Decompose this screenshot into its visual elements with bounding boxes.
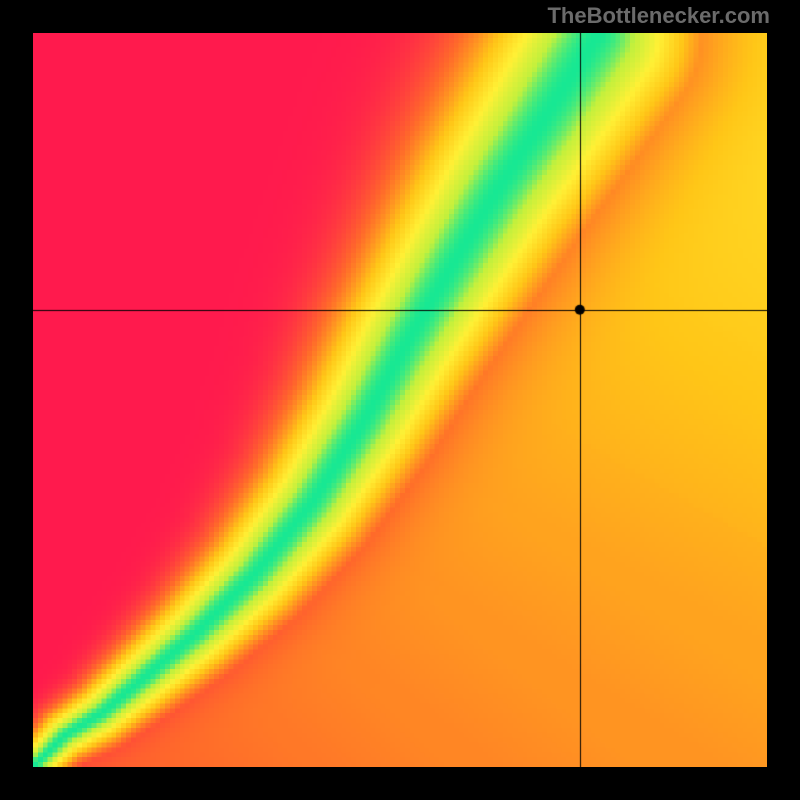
watermark-text: TheBottlenecker.com — [547, 3, 770, 29]
chart-container: TheBottlenecker.com — [0, 0, 800, 800]
crosshair-overlay — [33, 33, 767, 767]
